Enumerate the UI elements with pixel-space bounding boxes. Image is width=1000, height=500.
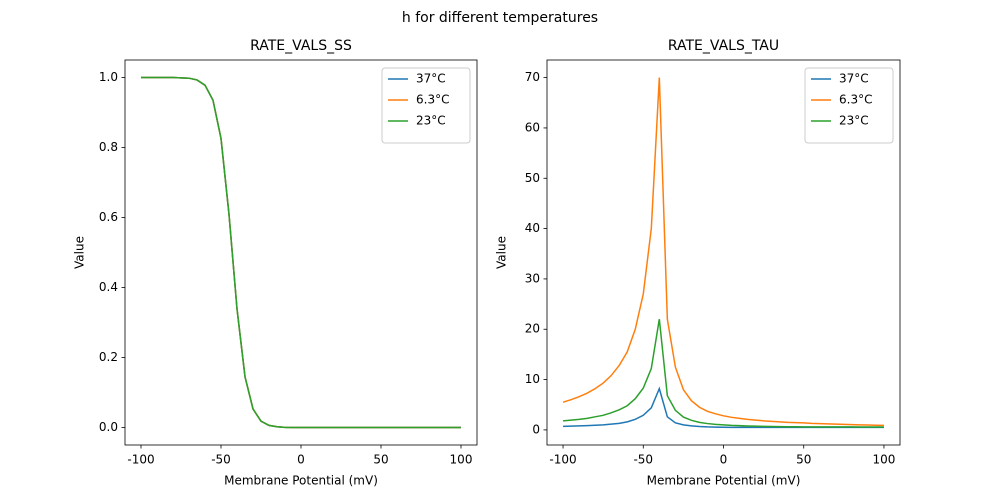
x-tick-label: 50 bbox=[373, 453, 388, 467]
figure-title: h for different temperatures bbox=[402, 10, 598, 26]
x-tick-label: -50 bbox=[211, 453, 231, 467]
x-tick-label: 50 bbox=[796, 453, 811, 467]
x-tick-label: 100 bbox=[450, 453, 473, 467]
y-tick-label: 40 bbox=[525, 221, 540, 235]
y-tick-label: 50 bbox=[525, 171, 540, 185]
series-line bbox=[562, 319, 884, 428]
y-axis-label: Value bbox=[495, 236, 509, 269]
legend-box bbox=[804, 67, 894, 144]
x-tick-label: 100 bbox=[873, 453, 896, 467]
y-tick-label: 0.2 bbox=[99, 350, 118, 364]
axes-frame bbox=[124, 59, 478, 446]
axes-title: RATE_VALS_TAU bbox=[668, 38, 779, 54]
y-tick-label: 0 bbox=[532, 422, 540, 436]
y-tick-label: 0.0 bbox=[99, 420, 118, 434]
series-line bbox=[562, 77, 884, 427]
y-tick-label: 0.8 bbox=[99, 140, 118, 154]
y-tick-label: 10 bbox=[525, 372, 540, 386]
legend-label: 37°C bbox=[839, 72, 869, 86]
y-axis-label: Value bbox=[73, 236, 87, 269]
y-tick-label: 30 bbox=[525, 271, 540, 285]
series-line bbox=[141, 76, 461, 429]
x-tick-label: -100 bbox=[127, 453, 154, 467]
x-axis-label: Membrane Potential (mV) bbox=[647, 474, 801, 488]
axes-frame bbox=[546, 59, 901, 446]
legend-label: 23°C bbox=[839, 114, 869, 128]
y-tick-label: 0.6 bbox=[99, 210, 118, 224]
y-tick-label: 1.0 bbox=[99, 70, 118, 84]
x-axis-label: Membrane Potential (mV) bbox=[224, 474, 378, 488]
axes-title: RATE_VALS_SS bbox=[250, 38, 352, 54]
y-tick-label: 70 bbox=[525, 70, 540, 84]
y-tick-label: 60 bbox=[525, 120, 540, 134]
legend-label: 23°C bbox=[416, 114, 446, 128]
x-tick-label: -50 bbox=[633, 453, 653, 467]
x-tick-label: -100 bbox=[549, 453, 576, 467]
y-tick-label: 20 bbox=[525, 322, 540, 336]
legend-label: 37°C bbox=[416, 72, 446, 86]
legend-box bbox=[381, 67, 471, 144]
legend-label: 6.3°C bbox=[416, 93, 449, 107]
y-tick-label: 0.4 bbox=[99, 280, 118, 294]
x-tick-label: 0 bbox=[720, 453, 728, 467]
x-tick-label: 0 bbox=[297, 453, 305, 467]
legend-label: 6.3°C bbox=[839, 93, 872, 107]
